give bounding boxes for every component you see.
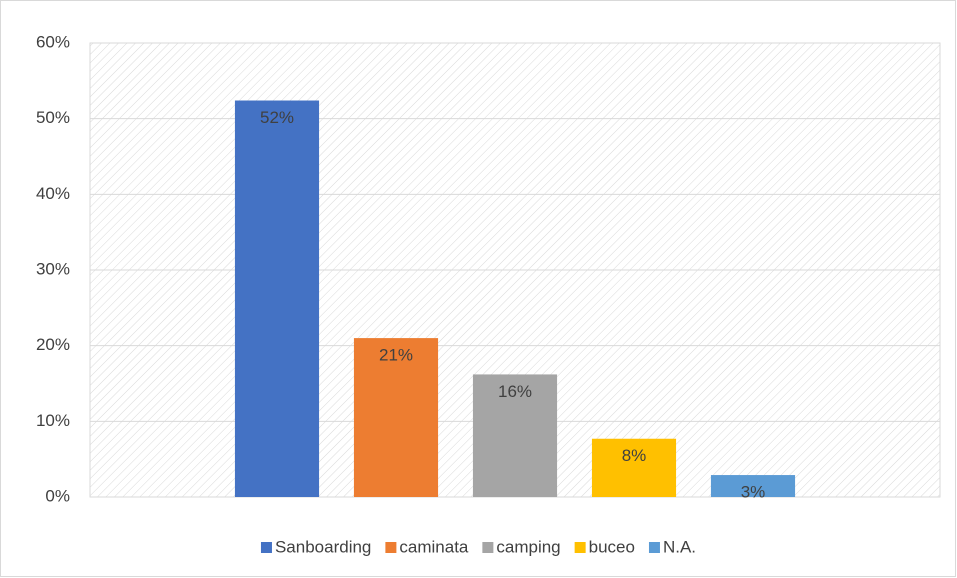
legend-label: buceo — [589, 537, 635, 556]
data-label: 16% — [498, 382, 532, 401]
y-tick-label: 10% — [36, 411, 70, 430]
legend-swatch — [260, 542, 272, 553]
legend-swatch — [385, 542, 397, 553]
data-label: 52% — [260, 108, 294, 127]
bar — [591, 438, 677, 497]
data-label: 21% — [379, 346, 413, 365]
bar — [710, 475, 796, 497]
y-tick-label: 20% — [36, 335, 70, 354]
bar — [472, 374, 558, 497]
y-tick-label: 50% — [36, 108, 70, 127]
data-label: 8% — [622, 446, 647, 465]
legend-swatch — [574, 542, 586, 553]
y-tick-label: 40% — [36, 184, 70, 203]
legend-label: N.A. — [663, 537, 696, 556]
y-tick-label: 60% — [36, 32, 70, 51]
legend-label: caminata — [399, 537, 469, 556]
legend-swatch — [648, 542, 660, 553]
bar — [353, 338, 439, 497]
legend-swatch — [482, 542, 494, 553]
y-tick-label: 0% — [45, 486, 70, 505]
y-tick-label: 30% — [36, 259, 70, 278]
legend-label: camping — [496, 537, 560, 556]
data-label: 3% — [741, 483, 766, 502]
bar — [234, 100, 320, 498]
legend-label: Sanboarding — [275, 537, 371, 556]
